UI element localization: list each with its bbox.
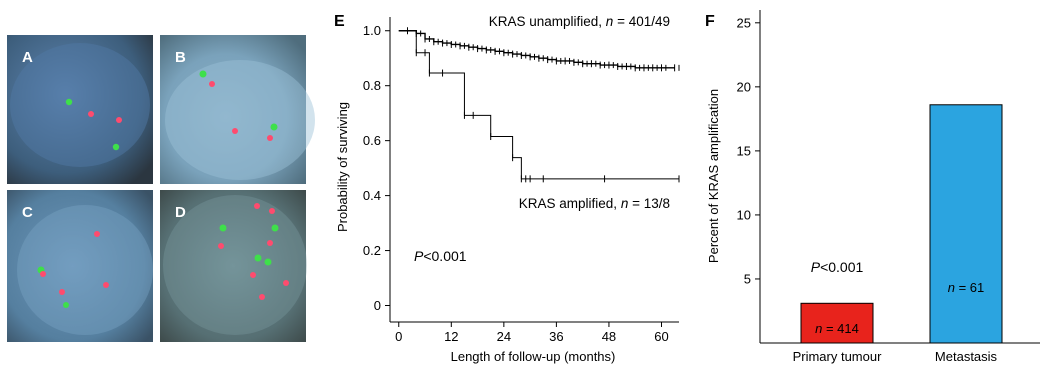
legend-amplified: KRAS amplified, n = 13/8 [519, 196, 670, 211]
microscopy-panel-b: B [160, 35, 315, 184]
survival-chart: 0 0.2 0.4 0.6 0.8 1.0 0 12 24 36 48 60 Length of f… [335, 14, 680, 364]
survival-p-value: P<0.001 [414, 248, 467, 264]
bar-y-tick-label: 5 [744, 271, 751, 286]
amplification-bar-chart: 5 10 15 20 25 n = 414 Primary tumour n = 61 Met… [706, 10, 1040, 364]
series-line-amplified [398, 30, 679, 180]
survival-x-tick-label: 0 [395, 329, 402, 344]
survival-x-axis-label: Length of follow-up (months) [451, 349, 616, 364]
survival-y-tick-label: 0.6 [363, 133, 381, 148]
bar-y-axis-label: Percent of KRAS amplification [706, 89, 721, 263]
panel-label-f: F [705, 13, 715, 30]
bar-metastasis [929, 104, 1003, 344]
survival-x-tick-label: 24 [497, 329, 511, 344]
survival-y-tick-label: 1.0 [363, 23, 381, 38]
panel-label-e: E [334, 13, 345, 30]
bar-y-tick-label: 25 [737, 15, 751, 30]
survival-x-tick-label: 48 [602, 329, 616, 344]
microscopy-panel-c: C [7, 190, 153, 342]
bar-category-label: Primary tumour [793, 349, 883, 364]
bar-y-tick-label: 20 [737, 79, 751, 94]
panel-label-c: C [22, 204, 33, 221]
bar-primary-tumour [800, 302, 874, 344]
survival-y-tick-label: 0.4 [363, 188, 381, 203]
bar-y-tick-label: 10 [737, 207, 751, 222]
panel-label-a: A [22, 49, 33, 66]
legend-unamplified: KRAS unamplified, n = 401/49 [489, 14, 670, 29]
survival-y-tick-label: 0.8 [363, 78, 381, 93]
bar-category-label: Metastasis [935, 349, 998, 364]
microscopy-panel-d: D [160, 190, 307, 342]
panel-label-d: D [175, 204, 186, 221]
survival-y-axis-label: Probability of surviving [335, 102, 350, 232]
survival-x-tick-label: 12 [444, 329, 458, 344]
bar-p-value: P<0.001 [811, 259, 864, 275]
microscopy-panel-a: A [7, 35, 153, 184]
survival-y-tick-label: 0.2 [363, 243, 381, 258]
panel-label-b: B [175, 49, 186, 66]
bar-y-tick-label: 15 [737, 143, 751, 158]
survival-x-tick-label: 60 [654, 329, 668, 344]
series-line-unamplified [398, 30, 675, 69]
bar-n-label: n = 61 [948, 280, 985, 295]
survival-y-tick-label: 0 [374, 298, 381, 313]
survival-x-tick-label: 36 [549, 329, 563, 344]
bar-n-label: n = 414 [815, 321, 859, 336]
